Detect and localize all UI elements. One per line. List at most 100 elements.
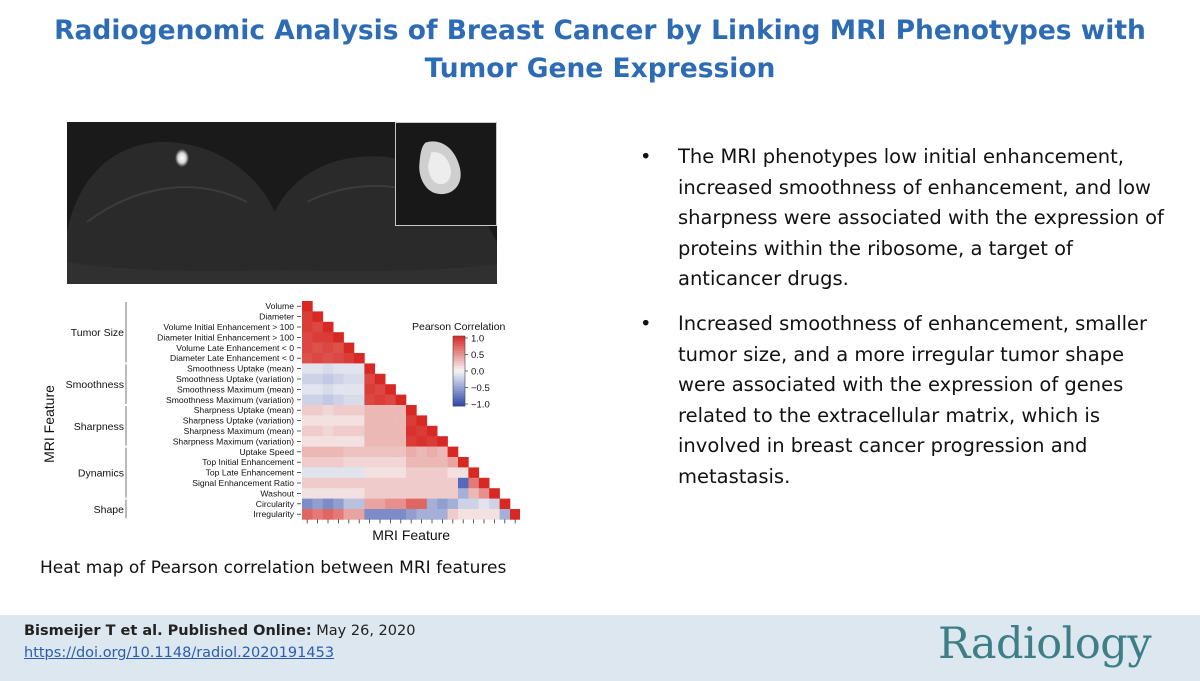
heatmap-cell <box>364 436 376 447</box>
heatmap-cell <box>468 488 480 499</box>
heatmap-cell <box>364 394 376 406</box>
heatmap-cell <box>322 488 334 499</box>
doi-link[interactable]: https://doi.org/10.1148/radiol.202019145… <box>24 645 335 661</box>
heatmap-cell <box>437 467 448 479</box>
heatmap-cell <box>395 425 407 437</box>
bullet-marker: • <box>640 311 652 335</box>
heatmap-cell <box>343 436 355 447</box>
heatmap-cell <box>468 498 480 510</box>
heatmap-cell <box>426 457 438 468</box>
heatmap-cell <box>312 509 324 520</box>
figure-caption: Heat map of Pearson correlation between … <box>40 558 507 578</box>
heatmap-cell <box>312 321 324 333</box>
legend-swatch <box>453 361 465 364</box>
heatmap-cell <box>343 384 355 395</box>
heatmap-cell <box>312 467 324 479</box>
heatmap-cell <box>437 457 448 468</box>
heatmap-cell <box>395 488 407 499</box>
feature-tick-label: Signal Enhancement Ratio <box>192 478 294 488</box>
heatmap-cell <box>354 425 365 437</box>
feature-tick-label: Circularity <box>256 499 295 509</box>
heatmap-cell <box>385 477 396 489</box>
heatmap-cell <box>312 425 324 437</box>
heatmap-cell <box>333 332 344 343</box>
heatmap-cell <box>354 353 365 364</box>
heatmap-cell <box>343 477 355 489</box>
heatmap-cell <box>406 509 417 520</box>
group-label: Smoothness <box>66 379 124 391</box>
heatmap-cell <box>333 405 344 416</box>
heatmap-cell <box>333 384 344 395</box>
heatmap-cell <box>426 425 438 437</box>
legend-swatch <box>453 356 465 359</box>
legend-swatch <box>453 396 465 399</box>
heatmap-cell <box>302 342 313 354</box>
heatmap-cell <box>312 311 324 323</box>
feature-tick-label: Sharpness Uptake (mean) <box>194 405 294 415</box>
heatmap-cell <box>478 498 490 510</box>
heatmap-cell <box>302 436 313 447</box>
heatmap-cell <box>499 498 511 510</box>
legend-swatch <box>453 376 465 379</box>
heatmap-cell <box>437 498 448 510</box>
heatmap-cell <box>447 498 459 510</box>
heatmap-cell <box>333 509 344 520</box>
heatmap-cell <box>322 415 334 427</box>
heatmap-cell <box>302 415 313 427</box>
heatmap-cell <box>364 384 376 395</box>
legend-swatch <box>453 368 465 372</box>
feature-tick-label: Smoothness Maximum (variation) <box>166 395 294 405</box>
heatmap-cell <box>302 373 313 385</box>
heatmap-cell <box>416 509 428 520</box>
heatmap-cell <box>468 509 480 520</box>
bullet-point: • Increased smoothness of enhancement, s… <box>640 309 1170 493</box>
heatmap-cell <box>302 467 313 479</box>
heatmap-cell <box>364 405 376 416</box>
heatmap-cell <box>395 498 407 510</box>
legend-swatch <box>453 371 465 374</box>
heatmap-cell <box>312 373 324 385</box>
heatmap-cell <box>302 301 313 312</box>
heatmap-cell <box>343 509 355 520</box>
heatmap-cell <box>364 488 376 499</box>
legend-swatch <box>453 353 465 357</box>
bullet-text: The MRI phenotypes low initial enhanceme… <box>678 145 1164 291</box>
heatmap-cell <box>437 488 448 499</box>
heatmap-cell <box>322 332 334 343</box>
heatmap-cell <box>354 405 365 416</box>
heatmap-cell <box>395 394 407 406</box>
heatmap-cell <box>416 488 428 499</box>
heatmap-cell <box>510 509 520 520</box>
heatmap-cell <box>364 425 376 437</box>
heatmap-cell <box>322 509 334 520</box>
bullet-text: Increased smoothness of enhancement, sma… <box>678 311 1148 488</box>
feature-tick-label: Diameter <box>259 312 294 322</box>
heatmap-cell <box>426 509 438 520</box>
heatmap-cell <box>343 363 355 375</box>
heatmap-cell <box>385 425 396 437</box>
heatmap-cell <box>374 488 386 499</box>
feature-tick-label: Uptake Speed <box>240 447 295 457</box>
heatmap-cell <box>489 498 500 510</box>
heatmap-cell <box>385 509 396 520</box>
heatmap-cell <box>385 467 396 479</box>
heatmap-cell <box>468 467 480 479</box>
heatmap-cell <box>478 488 490 499</box>
heatmap-cell <box>343 405 355 416</box>
heatmap-cell <box>312 498 324 510</box>
heatmap-cell <box>374 498 386 510</box>
heatmap-cell <box>406 488 417 499</box>
heatmap-cell <box>343 373 355 385</box>
legend-swatch <box>453 336 465 339</box>
feature-tick-label: Smoothness Uptake (mean) <box>187 364 294 374</box>
heatmap-cell <box>333 342 344 354</box>
heatmap-cell <box>416 446 428 458</box>
heatmap-cell <box>333 446 344 458</box>
heatmap-cell <box>302 384 313 395</box>
heatmap-cell <box>374 425 386 437</box>
heatmap-cell <box>447 488 459 499</box>
heatmap-cell <box>333 353 344 364</box>
heatmap-cell <box>322 446 334 458</box>
heatmap-cell <box>322 353 334 364</box>
heatmap-cell <box>385 488 396 499</box>
